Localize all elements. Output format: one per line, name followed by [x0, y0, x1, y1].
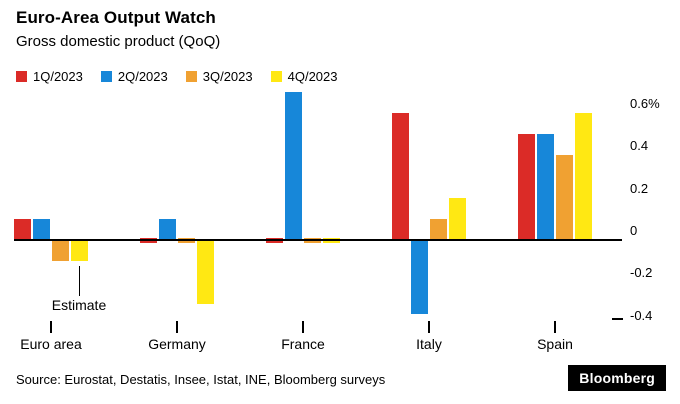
bar-euro-area-1Q/2023: [14, 218, 31, 240]
chart-title: Euro-Area Output Watch: [16, 8, 216, 27]
legend-label: 1Q/2023: [33, 69, 83, 84]
legend-swatch-2Q/2023: [100, 71, 112, 82]
bar-italy-1Q/2023: [392, 112, 409, 240]
estimate-pointer-line: [79, 266, 80, 297]
zero-axis-line: [14, 239, 622, 241]
legend-item: 2Q/2023: [100, 69, 168, 84]
y-axis-label: -0.2: [630, 265, 653, 281]
legend-label: 4Q/2023: [287, 69, 338, 84]
chart-subtitle: Gross domestic product (QoQ): [16, 33, 221, 50]
legend-swatch-3Q/2023: [185, 71, 197, 82]
category-label: Germany: [148, 336, 206, 352]
category-tick: [50, 321, 52, 333]
legend-swatch-4Q/2023: [270, 71, 282, 82]
bar-germany-2Q/2023: [159, 218, 176, 240]
category-tick: [554, 321, 556, 333]
source-note: Source: Eurostat, Destatis, Insee, Istat…: [16, 372, 386, 387]
legend-item: 4Q/2023: [270, 69, 338, 84]
y-axis-tick: [612, 317, 623, 320]
legend: 1Q/2023 2Q/2023 3Q/2023 4Q/2023: [16, 69, 338, 84]
category-label: Euro area: [20, 336, 82, 352]
y-axis-label: -0.4: [630, 307, 653, 323]
category-label: Italy: [416, 336, 442, 352]
legend-swatch-1Q/2023: [16, 71, 27, 82]
bar-euro-area-4Q/2023: [71, 240, 88, 262]
bar-italy-2Q/2023: [411, 240, 428, 315]
category-tick: [302, 321, 304, 333]
category-label: France: [281, 336, 325, 352]
bar-spain-1Q/2023: [518, 134, 535, 240]
legend-label: 2Q/2023: [117, 69, 168, 84]
bar-spain-3Q/2023: [556, 155, 573, 240]
legend-item: 3Q/2023: [185, 69, 253, 84]
y-axis-label: 0.2: [630, 180, 649, 196]
bloomberg-logo: Bloomberg: [568, 365, 666, 391]
bar-france-2Q/2023: [285, 91, 302, 240]
bar-euro-area-2Q/2023: [33, 218, 50, 240]
category-label: Spain: [537, 336, 573, 352]
category-tick: [428, 321, 430, 333]
y-axis-label: 0.4: [630, 138, 649, 154]
y-axis-label: 0.6%: [630, 95, 660, 111]
legend-label: 3Q/2023: [202, 69, 253, 84]
bar-germany-4Q/2023: [197, 240, 214, 304]
bar-spain-4Q/2023: [575, 112, 592, 240]
bar-italy-4Q/2023: [449, 197, 466, 240]
category-tick: [176, 321, 178, 333]
legend-item: 1Q/2023: [16, 69, 83, 84]
bar-spain-2Q/2023: [537, 134, 554, 240]
y-axis-label: 0: [630, 223, 638, 238]
estimate-annotation: Estimate: [51, 297, 107, 314]
bar-italy-3Q/2023: [430, 218, 447, 240]
bar-euro-area-3Q/2023: [52, 240, 69, 262]
